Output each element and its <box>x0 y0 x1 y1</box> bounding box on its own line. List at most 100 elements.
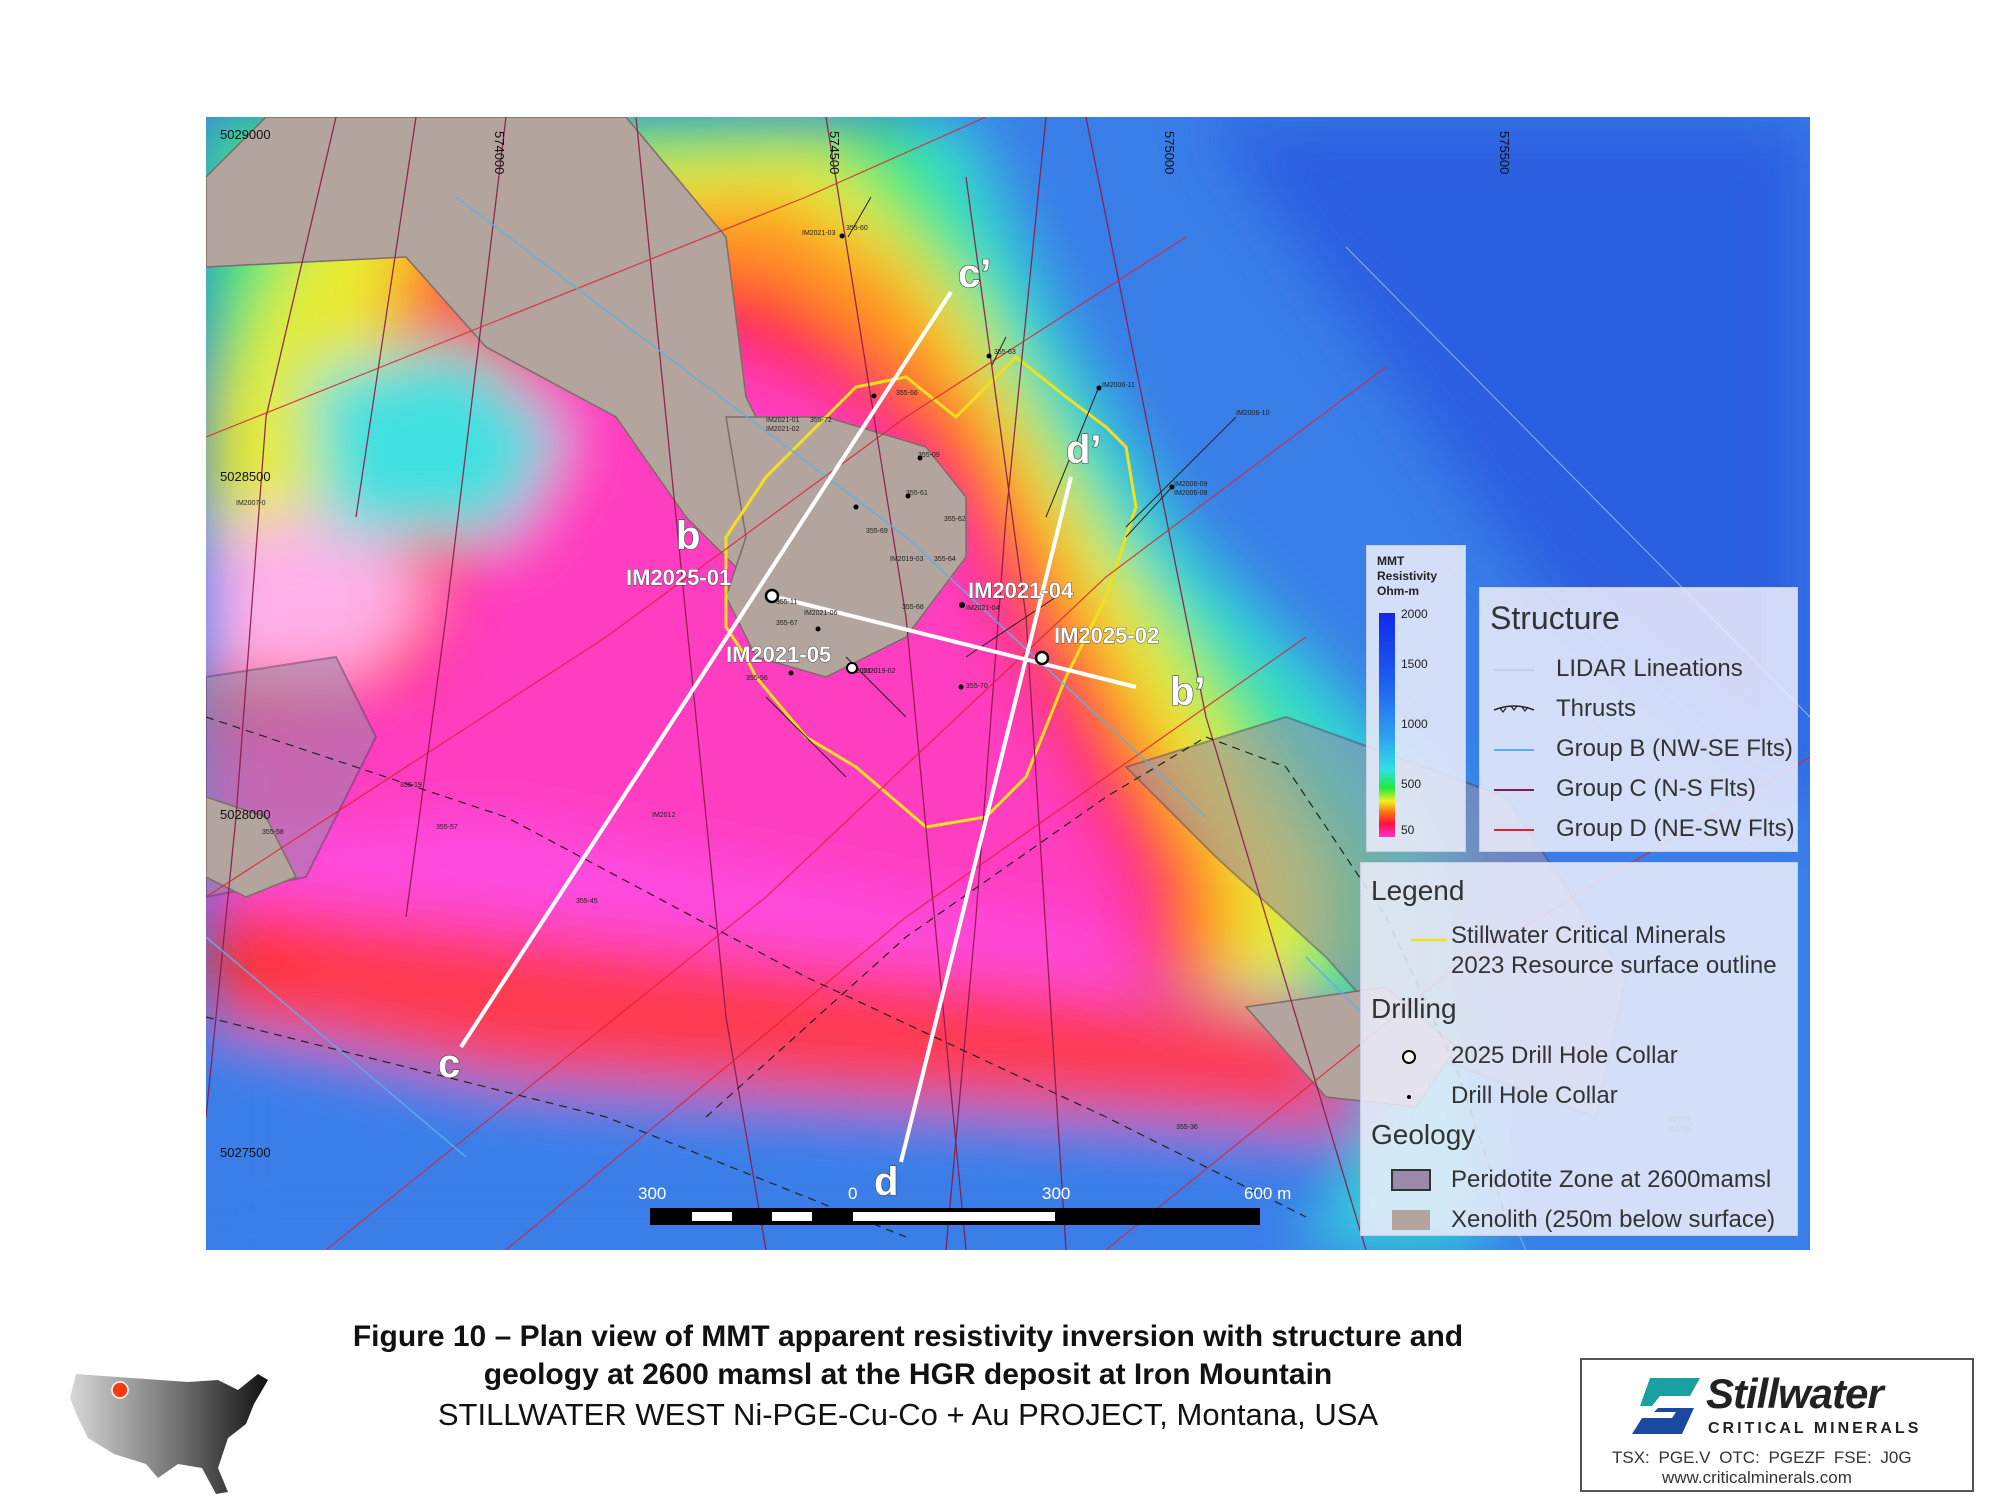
drill-hole-label: IM2006-10 <box>1236 410 1270 417</box>
logo-subtitle: CRITICAL MINERALS <box>1708 1420 1922 1437</box>
collar-2025-marker <box>1034 650 1050 666</box>
drill-hole-label: 355-66 <box>896 390 918 397</box>
drill-hole-label: 355-58 <box>262 829 284 836</box>
legend-group-c: Group C (N-S Flts) <box>1494 775 1757 802</box>
geology-title: Geology <box>1371 1119 1476 1150</box>
logo-tickers: TSX: PGE.V OTC: PGEZF FSE: J0G <box>1612 1448 1912 1467</box>
drill-hole-label: IM2019-03 <box>890 556 924 563</box>
drill-hole-label: 355-69 <box>866 528 888 535</box>
colorbar-title: MMT Resistivity Ohm-m <box>1377 554 1438 598</box>
scale-bar <box>650 1208 1260 1225</box>
drill-hole-label: 355-72 <box>810 417 832 424</box>
legend-group-b: Group B (NW-SE Flts) <box>1494 735 1793 762</box>
legend-collar-2025: 2025 Drill Hole Collar <box>1451 1042 1678 1069</box>
drill-hole-label: IM2012 <box>652 812 675 819</box>
drill-hole-label: 355-57 <box>436 824 458 831</box>
hole-label-im2021-05: IM2021-05 <box>726 642 831 667</box>
collar-2025-icon <box>1402 1050 1416 1064</box>
drill-hole-label: IM2006-11 <box>1102 382 1135 389</box>
logo-name: Stillwater <box>1706 1370 1884 1417</box>
drill-hole-label: IM2021-04 <box>966 605 1000 612</box>
section-label-d-prime: d’ <box>1066 428 1102 472</box>
coord-x-label: 575000 <box>1162 131 1177 174</box>
colorbar-panel: MMT Resistivity Ohm-m 2000 1500 1000 500… <box>1366 545 1466 852</box>
drill-labels: IM2021-03 355-60 355-63 IM2006-11 IM2006-10 3… <box>236 225 1690 1133</box>
map-legend: Legend Stillwater Critical Minerals 2023… <box>1360 862 1798 1236</box>
section-label-d: d <box>874 1160 898 1204</box>
coord-y-label: 5029000 <box>220 127 271 142</box>
drill-hole-label: IM2006-09 <box>1174 481 1208 488</box>
legend-outline-line1: Stillwater Critical Minerals <box>1451 922 1726 949</box>
legend-group-d: Group D (NE-SW Flts) <box>1494 815 1795 842</box>
hole-label-im2025-01: IM2025-01 <box>626 565 731 590</box>
drill-hole-label: IM2021-03 <box>802 230 836 237</box>
section-label-b: b <box>676 514 700 558</box>
logo-url: www.criticalminerals.com <box>1662 1468 1852 1487</box>
drill-hole-label: 355-19 <box>400 782 422 789</box>
drill-hole-label: 355-63 <box>994 349 1016 356</box>
legend-title: Legend <box>1371 875 1465 906</box>
structure-legend: Structure LIDAR Lineations Thrusts Group… <box>1479 587 1798 852</box>
collar-icon <box>1407 1095 1411 1099</box>
drill-hole-label: IM2021-06 <box>804 610 838 617</box>
drill-hole-label: IM2021-02 <box>766 426 800 433</box>
collar-marker <box>846 662 858 674</box>
drill-hole-label: 355-11 <box>776 599 797 606</box>
colorbar-tick: 500 <box>1401 777 1422 791</box>
colorbar-tick: 50 <box>1401 823 1415 837</box>
legend-xenolith: Xenolith (250m below surface) <box>1451 1206 1776 1233</box>
colorbar-tick: 1000 <box>1401 717 1428 731</box>
drill-hole-label: IM2021-01 <box>766 417 800 424</box>
drill-hole-label: IM2021-0 <box>848 668 878 675</box>
coord-x-label: 574500 <box>827 131 842 174</box>
legend-lidar: LIDAR Lineations <box>1494 655 1743 682</box>
legend-thrusts: Thrusts <box>1492 694 1636 724</box>
drill-hole-label: 355-64 <box>934 556 956 563</box>
xenolith-swatch <box>1392 1210 1430 1230</box>
logo-mark-icon <box>1632 1378 1700 1434</box>
section-label-c: c <box>438 1042 460 1086</box>
drilling-title: Drilling <box>1371 993 1457 1024</box>
legend-outline-line2: 2023 Resource surface outline <box>1451 952 1777 979</box>
coord-y-label: 5028000 <box>220 807 271 822</box>
section-label-b-prime: b’ <box>1170 670 1206 714</box>
coord-x-label: 574000 <box>492 131 507 174</box>
coord-y-label: 5028500 <box>220 469 271 484</box>
scale-label: 600 m <box>1244 1184 1292 1203</box>
drill-hole-label: 355-70 <box>966 683 988 690</box>
drill-hole-label: 355-09 <box>918 452 940 459</box>
drill-hole-label: 355-68 <box>902 604 924 611</box>
colorbar-tick: 2000 <box>1401 607 1428 621</box>
coord-y-label: 5027500 <box>220 1145 271 1160</box>
drill-hole-label: 355-61 <box>906 490 928 497</box>
structure-title: Structure <box>1490 600 1620 636</box>
drill-hole-label: 355-56 <box>746 675 768 682</box>
caption-line3: STILLWATER WEST Ni-PGE-Cu-Co + Au PROJEC… <box>437 1397 1379 1432</box>
coord-x-label: 575500 <box>1497 131 1512 174</box>
drill-hole-label: 355-62 <box>944 516 966 523</box>
legend-collar: Drill Hole Collar <box>1451 1082 1618 1109</box>
hole-label-im2025-02: IM2025-02 <box>1054 623 1159 648</box>
legend-peridotite: Peridotite Zone at 2600mamsl <box>1451 1166 1772 1193</box>
hole-label-im2021-04: IM2021-04 <box>968 578 1074 603</box>
drill-hole-label: IM2006-08 <box>1174 490 1208 497</box>
scale-label: 300 <box>638 1184 667 1203</box>
usa-locator-map <box>70 1374 268 1494</box>
montana-marker <box>111 1381 129 1399</box>
collar-2025-marker <box>764 588 780 604</box>
peridotite-swatch <box>1391 1169 1431 1191</box>
caption-line2: geology at 2600 mamsl at the HGR deposit… <box>483 1358 1333 1391</box>
scale-label: 0 <box>848 1184 858 1203</box>
drill-hole-label: IM2019-02 <box>862 668 896 675</box>
drill-hole-label: 355-45 <box>576 898 598 905</box>
caption-line1: Figure 10 – Plan view of MMT apparent re… <box>352 1320 1464 1353</box>
drill-hole-label: IM2007-0 <box>236 500 266 507</box>
drill-hole-label: 355-60 <box>846 225 868 232</box>
colorbar-tick: 1500 <box>1401 657 1428 671</box>
section-label-c-prime: c’ <box>958 252 991 296</box>
company-logo: Stillwater CRITICAL MINERALS TSX: PGE.V … <box>1580 1358 1974 1492</box>
scale-label: 300 <box>1042 1184 1071 1203</box>
drill-hole-label: 355-67 <box>776 620 798 627</box>
figure-caption: Figure 10 – Plan view of MMT apparent re… <box>250 1318 1566 1436</box>
drill-hole-label: 355-36 <box>1176 1124 1198 1131</box>
